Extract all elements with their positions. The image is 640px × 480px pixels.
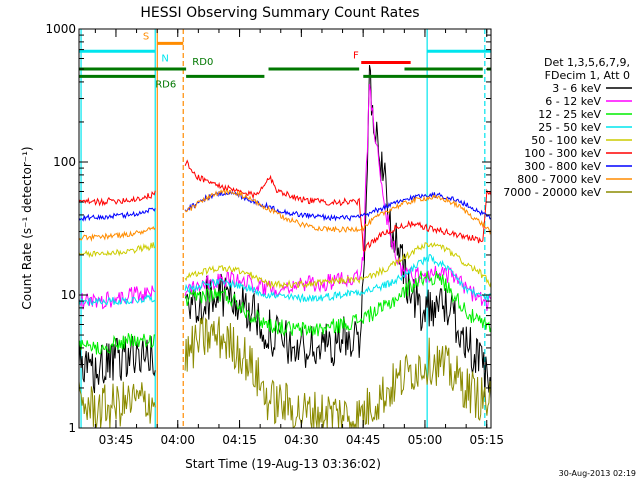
series-line-8 bbox=[79, 316, 491, 428]
legend-label-5: 100 - 300 keV bbox=[524, 147, 601, 160]
series-line-0 bbox=[79, 65, 491, 399]
plot-frame bbox=[78, 28, 492, 429]
legend-label-4: 50 - 100 keV bbox=[531, 134, 601, 147]
legend: Det 1,3,5,6,7,9,FDecim 1, Att 03 - 6 keV… bbox=[503, 56, 632, 199]
x-tick-label-0: 03:45 bbox=[99, 433, 134, 447]
flag-label-2: N bbox=[161, 53, 168, 64]
flag-label-3: F bbox=[353, 50, 359, 61]
flag-label-5: RD6 bbox=[155, 79, 176, 90]
legend-label-7: 800 - 7000 keV bbox=[517, 173, 601, 186]
x-tick-label-2: 04:15 bbox=[222, 433, 257, 447]
timestamp-label: 30-Aug-2013 02:19 bbox=[559, 469, 636, 478]
y-tick-label-0: 1 bbox=[68, 421, 76, 435]
legend-label-1: 6 - 12 keV bbox=[545, 95, 601, 108]
flag-label-1: S bbox=[143, 31, 149, 42]
x-tick-label-4: 04:45 bbox=[346, 433, 381, 447]
chart-title: HESSI Observing Summary Count Rates bbox=[140, 5, 419, 21]
flag-label-4: RD0 bbox=[192, 57, 213, 68]
x-tick-label-3: 04:30 bbox=[284, 433, 319, 447]
legend-title-line-0: Det 1,3,5,6,7,9, bbox=[544, 56, 630, 69]
series-line-2 bbox=[79, 270, 491, 355]
y-tick-label-2: 100 bbox=[53, 155, 76, 169]
x-axis-ticks: 03:45 04:00 04:15 04:30 04:45 05:00 05:15 bbox=[94, 29, 504, 447]
x-tick-label-1: 04:00 bbox=[160, 433, 195, 447]
y-tick-label-1: 10 bbox=[61, 288, 76, 302]
x-axis-label: Start Time (19-Aug-13 03:36:02) bbox=[185, 457, 381, 471]
legend-label-6: 300 - 800 keV bbox=[524, 160, 601, 173]
x-tick-label-5: 05:00 bbox=[408, 433, 443, 447]
y-tick-label-3: 1000 bbox=[45, 22, 76, 36]
series-line-7 bbox=[79, 189, 491, 242]
legend-title-line-1: FDecim 1, Att 0 bbox=[545, 69, 630, 82]
x-tick-label-6: 05:15 bbox=[469, 433, 504, 447]
series-line-6 bbox=[79, 189, 491, 222]
flag-bars: S N F RD0 RD6 bbox=[79, 31, 491, 90]
series-line-5 bbox=[79, 159, 491, 253]
legend-label-3: 25 - 50 keV bbox=[538, 121, 601, 134]
series-lines bbox=[79, 65, 491, 428]
legend-label-2: 12 - 25 keV bbox=[538, 108, 601, 121]
y-axis-label: Count Rate (s⁻¹ detector⁻¹) bbox=[20, 146, 34, 309]
legend-label-0: 3 - 6 keV bbox=[552, 82, 601, 95]
y-axis-ticks: 1 10 100 1000 bbox=[45, 22, 491, 435]
series-line-4 bbox=[79, 242, 491, 290]
series-line-3 bbox=[79, 254, 491, 307]
legend-label-8: 7000 - 20000 keV bbox=[503, 186, 601, 199]
